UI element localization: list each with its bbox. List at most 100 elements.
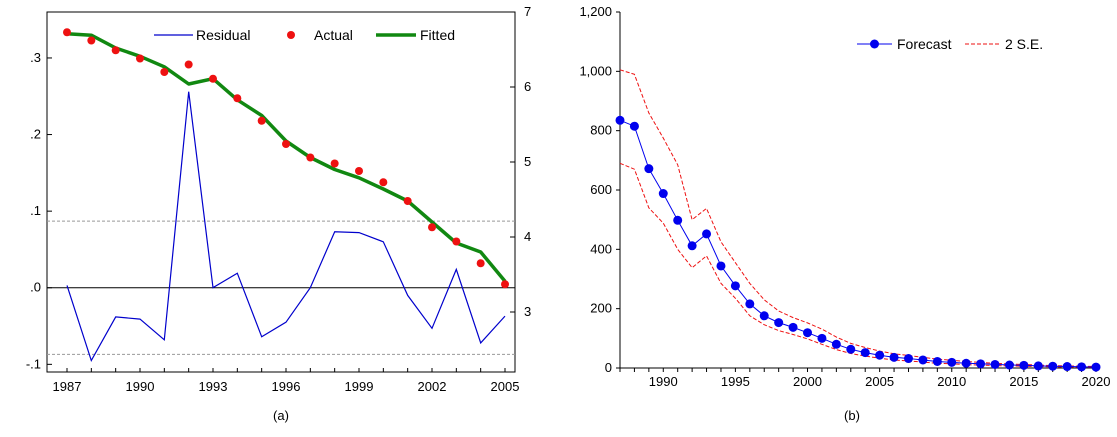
forecast-point: [687, 241, 697, 251]
forecast-point: [615, 115, 625, 125]
forecast-point: [889, 352, 899, 362]
x-tick-label-b: 2000: [793, 374, 822, 389]
left-y-tick-label: .3: [30, 50, 41, 65]
y-tick-label-b: 0: [605, 360, 612, 375]
x-tick-label-b: 2020: [1082, 374, 1111, 389]
series-lower-se-line: [619, 162, 1097, 368]
forecast-point: [990, 359, 1000, 369]
panel-label-a: (a): [273, 408, 289, 423]
x-tick-label-b: 1995: [721, 374, 750, 389]
forecast-point: [976, 359, 986, 369]
forecast-point: [932, 356, 942, 366]
actual-point: [111, 46, 120, 55]
y-tick-label-b: 200: [590, 301, 612, 316]
actual-point: [330, 159, 339, 168]
right-y-tick-label: 7: [524, 4, 531, 19]
forecast-point: [774, 318, 784, 328]
right-y-tick-label: 3: [524, 304, 531, 319]
x-tick-label-a: 2005: [491, 379, 520, 394]
actual-point: [160, 68, 169, 76]
right-y-tick-label: 4: [524, 229, 531, 244]
forecast-point: [918, 355, 928, 365]
x-tick-label-a: 1996: [272, 379, 301, 394]
y-tick-label-b: 1,000: [579, 63, 612, 78]
plot-frame-a: [46, 11, 516, 373]
actual-point: [355, 167, 363, 175]
x-tick-label-b: 2005: [865, 374, 894, 389]
panel-a: -.1 .0 .1 .2 .3 3 4 5 6 7 1987 1990 1993 1996 1999 2002…: [26, 4, 531, 423]
forecast-point: [961, 358, 971, 368]
y-tick-label-b: 1,200: [579, 4, 612, 19]
left-y-tick-label: .1: [30, 203, 41, 218]
actual-point: [63, 28, 71, 37]
x-tick-label-a: 1987: [53, 379, 82, 394]
forecast-point: [702, 229, 712, 239]
actual-point: [233, 94, 242, 103]
actual-point: [379, 178, 388, 187]
right-y-tick-label: 5: [524, 154, 531, 169]
forecast-point: [1062, 362, 1072, 372]
legend-actual-swatch: [287, 31, 295, 39]
series-upper-se-line: [619, 69, 1097, 367]
forecast-point: [846, 344, 856, 354]
legend-fitted-label: Fitted: [420, 27, 455, 43]
legend-forecast-marker: [870, 39, 879, 49]
actual-point: [306, 153, 315, 162]
forecast-point: [644, 164, 654, 174]
x-tick-label-b: 2015: [1009, 374, 1038, 389]
forecast-point: [860, 348, 870, 358]
y-tick-label-b: 600: [590, 182, 612, 197]
forecast-point: [817, 333, 827, 343]
forecast-point: [1033, 361, 1043, 371]
forecast-point: [803, 328, 813, 338]
forecast-point: [831, 339, 841, 349]
forecast-point: [1004, 360, 1014, 370]
left-y-tick-label: -.1: [26, 356, 41, 371]
panel-label-b: (b): [844, 408, 860, 423]
actual-point: [428, 223, 436, 232]
forecast-point: [788, 322, 798, 332]
x-tick-label-a: 1993: [199, 379, 228, 394]
legend-se-label: 2 S.E.: [1005, 36, 1043, 52]
actual-point: [452, 237, 461, 246]
forecast-point: [1048, 361, 1058, 371]
forecast-point: [759, 311, 769, 321]
actual-point: [87, 36, 96, 45]
y-tick-label-b: 800: [590, 123, 612, 138]
actual-point: [257, 116, 266, 125]
forecast-point: [1077, 362, 1087, 372]
actual-point: [282, 140, 290, 148]
x-tick-label-b: 1990: [649, 374, 678, 389]
forecast-point: [1019, 360, 1029, 370]
forecast-point: [947, 357, 957, 367]
forecast-point: [1091, 362, 1101, 372]
legend-forecast-label: Forecast: [897, 36, 952, 52]
forecast-point: [730, 281, 740, 291]
series-residual-line: [66, 91, 506, 362]
x-tick-label-a: 1990: [126, 379, 155, 394]
forecast-point: [673, 215, 683, 225]
actual-point: [184, 60, 193, 69]
actual-point: [403, 197, 412, 205]
left-y-tick-label: .2: [30, 127, 41, 142]
forecast-point: [629, 121, 639, 131]
forecast-point: [716, 261, 726, 271]
actual-point: [136, 54, 144, 63]
x-tick-label-b: 2010: [937, 374, 966, 389]
right-y-tick-label: 6: [524, 79, 531, 94]
x-tick-label-a: 1999: [345, 379, 374, 394]
series-fitted-line: [66, 32, 507, 283]
actual-point: [501, 280, 509, 289]
series-forecast-line: [619, 119, 1097, 368]
actual-point: [476, 259, 485, 268]
forecast-point: [658, 189, 668, 199]
panel-b: 0 200 400 600 800 1,000 1,200 1990 1995 2000 2005 2…: [579, 4, 1110, 423]
legend-actual-label: Actual: [314, 27, 353, 43]
forecast-point: [875, 350, 885, 360]
x-tick-label-a: 2002: [418, 379, 447, 394]
left-y-tick-label: .0: [30, 280, 41, 295]
actual-point: [209, 74, 217, 83]
y-tick-label-b: 400: [590, 241, 612, 256]
